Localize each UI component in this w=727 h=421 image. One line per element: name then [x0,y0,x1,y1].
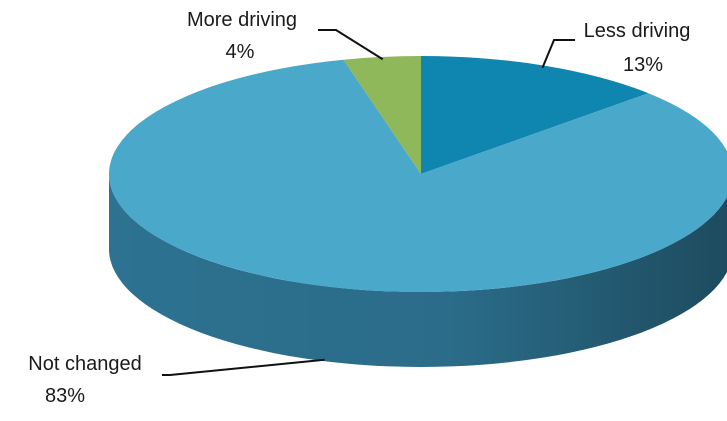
leader-not-changed [162,358,325,376]
slice-more-driving [343,56,421,174]
slice-label-not-changed-value: 83% [45,385,85,407]
label-not-changed: Not changed 83% [28,353,141,407]
label-less-driving: Less driving 13% [584,20,691,76]
slice-label-more-driving-value: 4% [226,41,255,63]
side-shade-not-changed [109,174,727,367]
leader-lines [162,29,575,376]
pie-tops [109,56,727,292]
leader-less-driving [541,39,575,69]
leader-more-driving [318,29,384,61]
pie-sides [109,174,727,367]
slice-label-not-changed-name: Not changed [28,353,141,375]
slice-label-less-driving-name: Less driving [584,20,691,42]
slice-label-less-driving-value: 13% [623,54,663,76]
slice-less-driving [421,56,649,174]
label-more-driving: More driving 4% [187,9,297,63]
slice-label-more-driving-name: More driving [187,9,297,31]
slice-not-changed [109,59,727,292]
